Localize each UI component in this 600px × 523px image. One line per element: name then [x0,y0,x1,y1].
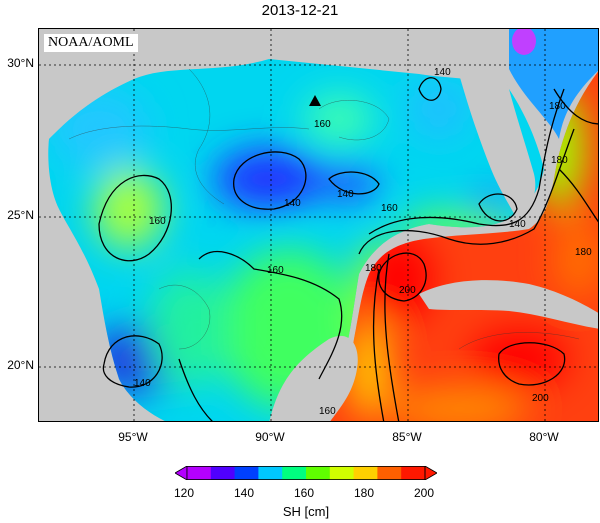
credit-label: NOAA/AOML [44,34,138,52]
contour-label: 160 [381,203,398,214]
florida-land [459,71,536,219]
contour-label: 180 [365,263,382,274]
station-marker [309,95,321,106]
colorbar-min-arrow [174,465,188,481]
colorbar [174,465,438,481]
contour-label: 200 [532,393,549,404]
contour-label: 160 [319,406,336,417]
lon-label-85w: 85°W [392,430,422,444]
colorbar-graphic [174,465,438,481]
contour-label: 140 [509,219,526,230]
lon-label-95w: 95°W [118,430,148,444]
colorbar-segment [282,466,307,480]
contour-label: 200 [399,285,416,296]
contour-label: 180 [551,155,568,166]
contour-label: 180 [549,101,566,112]
sea-height-map: 140 160 160 140 160 180 140 180 160 180 … [39,29,598,421]
colorbar-tick-200: 200 [413,486,435,500]
contour-label: 160 [149,216,166,227]
colorbar-segment [401,466,426,480]
colorbar-tick-160: 160 [293,486,315,500]
cuba-land [419,280,598,329]
lat-label-20n: 20°N [7,358,34,372]
contour-label: 140 [337,189,354,200]
map-title: 2013-12-21 [261,2,339,19]
contour-label: 140 [134,378,151,389]
colorbar-segment [187,466,212,480]
contour-label: 180 [575,247,592,258]
contour-label: 160 [267,265,284,276]
yucatan-land [269,335,358,421]
graticule [39,29,598,421]
lon-label-80w: 80°W [529,430,559,444]
contour-label: 140 [434,67,451,78]
contour-lines [98,77,598,421]
colorbar-border [186,466,426,480]
colorbar-segment [234,466,259,480]
lon-label-90w: 90°W [255,430,285,444]
atlantic-corner [509,29,598,139]
colorbar-tick-180: 180 [353,486,375,500]
colorbar-segment [210,466,236,480]
colorbar-tick-140: 140 [233,486,255,500]
colorbar-segment [258,466,283,480]
lat-label-30n: 30°N [7,56,34,70]
contour-label: 140 [284,198,301,209]
lat-label-25n: 25°N [7,208,34,222]
colorbar-tick-120: 120 [173,486,195,500]
colorbar-segment [353,466,378,480]
low-height-spot [512,29,536,55]
colorbar-max-arrow [424,465,438,481]
colorbar-segment [329,466,355,480]
contour-label: 160 [314,119,331,130]
map-panel: 140 160 160 140 160 180 140 180 160 180 … [38,28,599,422]
colorbar-segment [377,466,402,480]
contour-value-labels: 140 160 160 140 160 180 140 180 160 180 … [134,67,592,417]
colorbar-unit-label: SH [cm] [282,504,330,519]
colorbar-segment [306,466,331,480]
